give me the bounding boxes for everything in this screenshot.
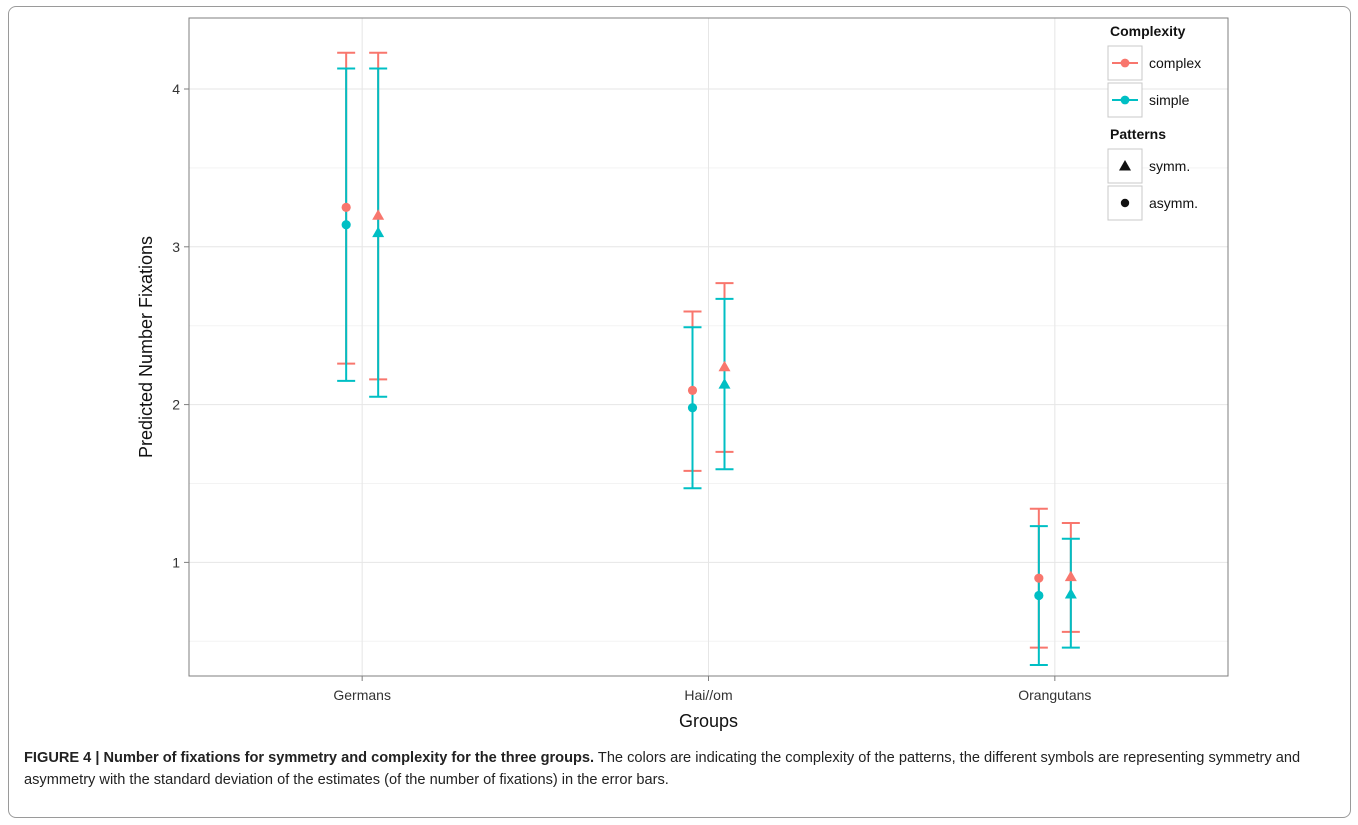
legend-title: Patterns xyxy=(1110,126,1166,142)
data-point xyxy=(372,226,385,238)
data-point xyxy=(341,202,351,212)
legend: Complexity complex simple Patterns symm. asym… xyxy=(1107,23,1201,221)
legend-label: symm. xyxy=(1149,158,1190,174)
legend-key-marker xyxy=(1120,198,1130,208)
legend-label: simple xyxy=(1149,92,1190,108)
data-point xyxy=(718,378,731,389)
series-layer xyxy=(337,51,1080,666)
axes: 1 2 3 4 Germans Hai//om Orangutans Groups Predic… xyxy=(136,17,1229,731)
x-tick-label: Germans xyxy=(333,687,391,703)
caption-text: The colors are indicating the complexity… xyxy=(24,750,1301,788)
y-tick-label: 2 xyxy=(172,397,180,413)
x-tick-label: Orangutans xyxy=(1018,687,1091,703)
chart: 1 2 3 4 Germans Hai//om Orangutans Groups Predic… xyxy=(136,17,1229,731)
data-point xyxy=(1034,573,1044,583)
grid-layer xyxy=(189,18,1228,676)
legend-label: complex xyxy=(1149,55,1201,71)
legend-key-marker xyxy=(1120,95,1130,105)
data-point xyxy=(1064,587,1077,599)
data-point xyxy=(1034,590,1044,601)
y-tick-label: 1 xyxy=(172,554,180,570)
figure-frame xyxy=(8,6,1351,818)
data-point xyxy=(1064,570,1077,582)
data-point xyxy=(341,220,351,230)
data-point xyxy=(372,209,385,220)
caption-label: FIGURE 4 | Number of fixations for symme… xyxy=(24,750,595,766)
legend-label: asymm. xyxy=(1149,195,1198,211)
legend-key-marker xyxy=(1120,58,1130,68)
legend-key-marker xyxy=(1119,160,1131,171)
legend-title: Complexity xyxy=(1110,23,1186,39)
data-point xyxy=(687,403,698,413)
y-axis-title: Predicted Number Fixations xyxy=(136,236,156,458)
y-tick-label: 3 xyxy=(172,239,180,255)
data-point xyxy=(687,385,698,395)
x-tick-label: Hai//om xyxy=(684,687,732,703)
y-tick-label: 4 xyxy=(172,81,180,97)
figure-caption: FIGURE 4 | Number of fixations for symme… xyxy=(24,747,1334,791)
x-axis-title: Groups xyxy=(679,711,738,731)
data-point xyxy=(718,360,731,372)
